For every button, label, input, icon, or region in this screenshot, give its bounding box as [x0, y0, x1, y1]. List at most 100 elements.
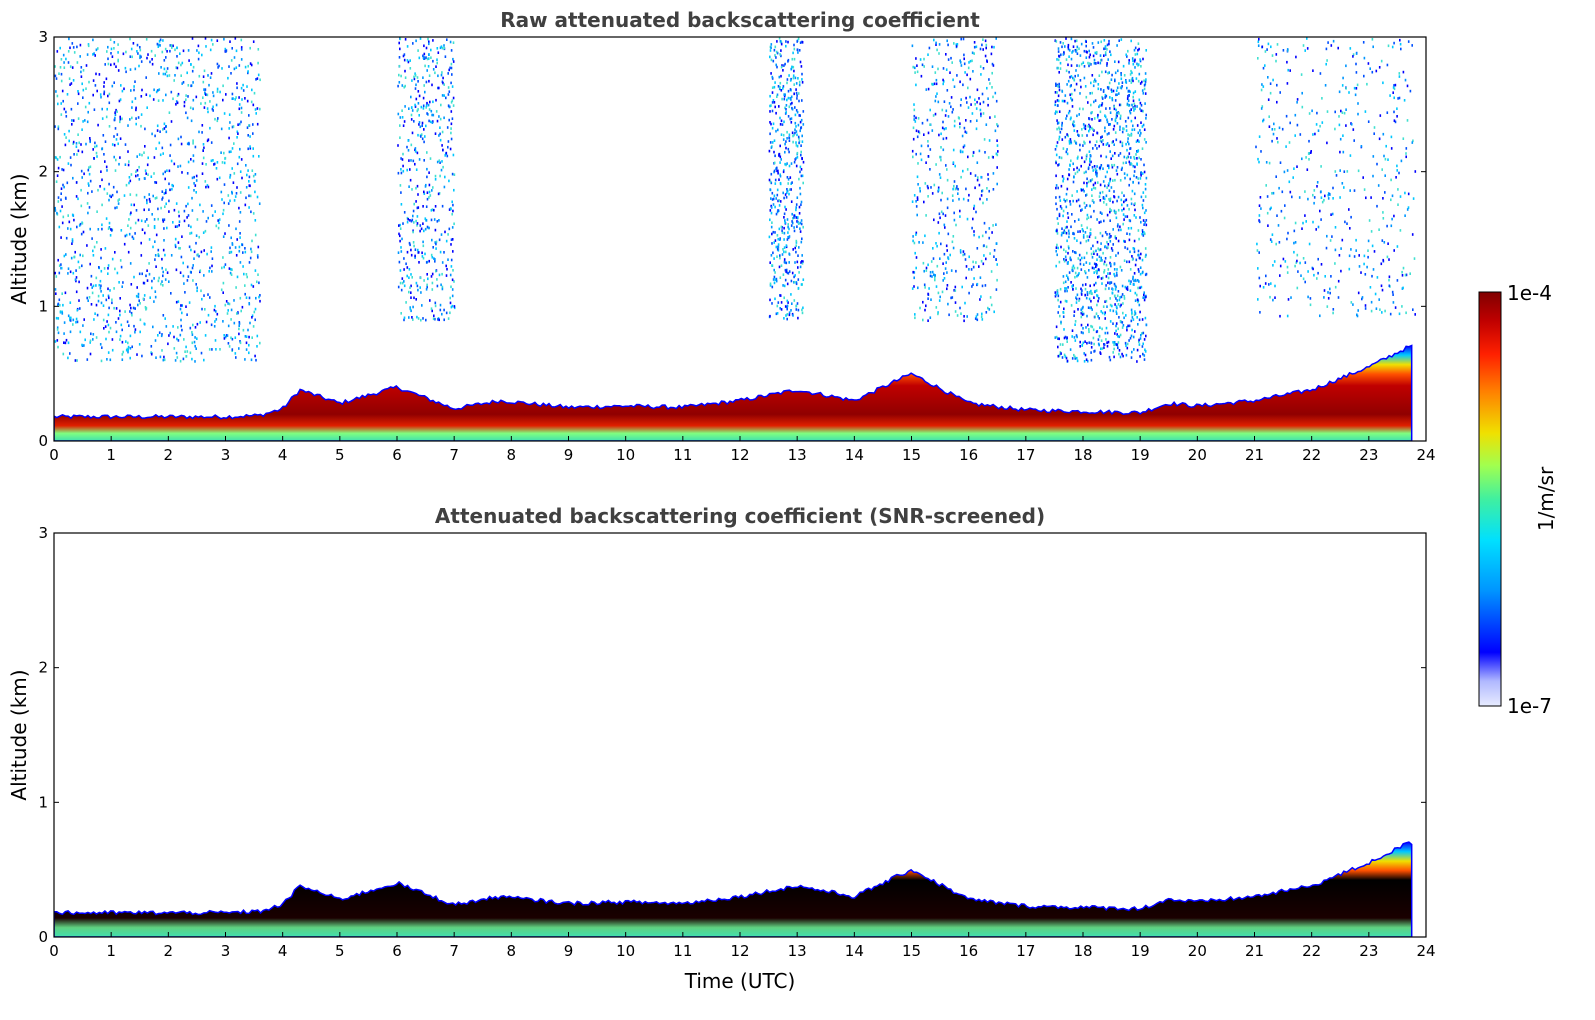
noise-speckle	[934, 274, 936, 277]
noise-speckle	[1104, 231, 1107, 234]
noise-speckle	[942, 82, 944, 86]
noise-speckle	[783, 93, 785, 96]
noise-speckle	[790, 224, 793, 227]
noise-speckle	[215, 318, 218, 321]
noise-speckle	[426, 273, 428, 276]
noise-speckle	[119, 338, 121, 341]
noise-speckle	[403, 316, 406, 320]
noise-speckle	[1145, 141, 1147, 144]
noise-speckle	[216, 177, 219, 181]
noise-speckle	[946, 284, 949, 287]
noise-speckle	[139, 302, 141, 305]
noise-speckle	[114, 116, 116, 120]
noise-speckle	[90, 283, 92, 286]
noise-speckle	[59, 311, 62, 314]
noise-speckle	[56, 174, 59, 177]
noise-speckle	[426, 283, 428, 287]
noise-speckle	[1117, 346, 1119, 350]
noise-speckle	[1111, 73, 1113, 77]
noise-speckle	[242, 83, 244, 87]
noise-speckle	[1139, 58, 1141, 61]
noise-speckle	[417, 193, 419, 196]
noise-speckle	[1094, 51, 1097, 55]
noise-speckle	[989, 296, 992, 299]
noise-speckle	[1258, 251, 1260, 254]
noise-speckle	[195, 234, 198, 237]
noise-speckle	[1072, 180, 1075, 184]
noise-speckle	[204, 308, 206, 311]
noise-speckle	[184, 291, 186, 294]
noise-speckle	[987, 103, 989, 107]
noise-speckle	[1128, 103, 1131, 107]
noise-speckle	[71, 242, 73, 245]
noise-speckle	[204, 180, 207, 183]
noise-speckle	[1128, 134, 1131, 137]
noise-speckle	[230, 268, 232, 271]
noise-speckle	[1055, 196, 1057, 199]
noise-speckle	[790, 309, 792, 312]
noise-speckle	[959, 150, 962, 154]
noise-speckle	[451, 212, 453, 216]
noise-speckle	[790, 293, 792, 296]
noise-speckle	[1257, 157, 1259, 161]
noise-speckle	[216, 87, 219, 91]
x-tick-label: 10	[616, 446, 635, 464]
noise-speckle	[191, 37, 194, 40]
noise-speckle	[59, 209, 62, 213]
noise-speckle	[191, 176, 194, 180]
noise-speckle	[88, 184, 90, 187]
noise-speckle	[1279, 161, 1282, 164]
noise-speckle	[987, 177, 990, 181]
noise-speckle	[951, 61, 953, 64]
noise-speckle	[976, 318, 979, 322]
noise-speckle	[983, 244, 985, 247]
noise-speckle	[221, 266, 223, 270]
noise-speckle	[61, 168, 63, 171]
noise-speckle	[399, 37, 402, 41]
noise-speckle	[80, 70, 82, 74]
noise-speckle	[136, 286, 138, 289]
noise-speckle	[128, 324, 130, 327]
noise-speckle	[111, 55, 114, 58]
noise-speckle	[203, 106, 206, 109]
noise-speckle	[1122, 127, 1124, 130]
noise-speckle	[1118, 316, 1120, 319]
noise-speckle	[929, 271, 932, 274]
noise-speckle	[1363, 262, 1365, 266]
noise-speckle	[952, 148, 955, 152]
noise-speckle	[92, 79, 95, 82]
noise-speckle	[177, 210, 180, 214]
noise-speckle	[442, 81, 444, 85]
noise-speckle	[186, 71, 188, 75]
noise-speckle	[70, 256, 73, 260]
noise-speckle	[79, 55, 81, 58]
noise-speckle	[241, 98, 243, 101]
noise-speckle	[1084, 340, 1086, 343]
noise-speckle	[791, 212, 793, 216]
noise-speckle	[177, 137, 180, 141]
noise-speckle	[1128, 152, 1131, 155]
noise-speckle	[107, 323, 110, 327]
noise-speckle	[1258, 160, 1260, 164]
noise-speckle	[1104, 184, 1106, 188]
noise-speckle	[224, 47, 227, 51]
noise-speckle	[240, 309, 242, 313]
noise-speckle	[209, 296, 211, 299]
noise-speckle	[1068, 49, 1071, 52]
noise-speckle	[1057, 354, 1060, 358]
noise-speckle	[968, 193, 970, 197]
noise-speckle	[135, 117, 137, 120]
noise-speckle	[247, 70, 249, 73]
noise-speckle	[1309, 297, 1312, 300]
noise-speckle	[913, 194, 916, 197]
noise-speckle	[67, 227, 69, 230]
y-tick-label: 0	[38, 432, 48, 450]
noise-speckle	[194, 184, 197, 187]
noise-speckle	[1284, 260, 1287, 263]
noise-speckle	[1057, 99, 1060, 103]
noise-speckle	[1389, 94, 1391, 97]
noise-speckle	[1113, 209, 1116, 213]
noise-speckle	[135, 209, 138, 212]
noise-speckle	[1397, 188, 1399, 191]
noise-speckle	[91, 291, 94, 295]
